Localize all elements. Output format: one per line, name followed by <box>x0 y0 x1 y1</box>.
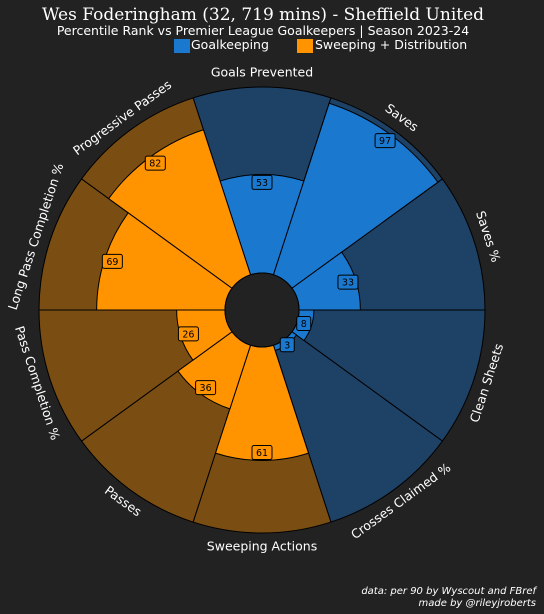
value-box-passes <box>195 380 217 396</box>
footer-credit: made by @rileyjroberts <box>419 598 536 609</box>
value-box-saves <box>374 133 396 149</box>
value-box-sweeping-actions <box>251 444 273 460</box>
chart-title: Wes Foderingham (32, 719 mins) - Sheffie… <box>42 5 484 25</box>
param-label-goals-prevented: Goals Prevented <box>211 65 313 80</box>
value-box-long-pass-completion-pct <box>101 253 123 269</box>
slice-values <box>96 102 439 461</box>
legend-swatch-distribution <box>297 39 313 53</box>
legend-swatch-goalkeeping <box>174 39 190 53</box>
value-label-goals-prevented: 53 <box>256 178 268 189</box>
chart-subtitle: Percentile Rank vs Premier League Goalke… <box>57 23 469 38</box>
value-label-progressive-passes: 82 <box>149 159 161 170</box>
value-label-clean-sheets: 8 <box>301 319 307 330</box>
value-label-long-pass-completion-pct: 69 <box>106 257 118 268</box>
value-box-pass-completion-pct <box>177 326 199 342</box>
footer-data-source: data: per 90 by Wyscout and FBref <box>361 586 537 597</box>
legend: Goalkeeping Sweeping + Distribution <box>174 37 467 53</box>
value-label-saves-pct: 33 <box>342 278 354 289</box>
value-label-crosses-claimed-pct: 3 <box>284 340 290 351</box>
value-box-goals-prevented <box>251 174 273 190</box>
value-label-saves: 97 <box>379 136 391 147</box>
legend-label-goalkeeping: Goalkeeping <box>191 37 269 52</box>
value-box-crosses-claimed-pct <box>279 337 295 353</box>
value-box-saves-pct <box>337 274 359 290</box>
legend-label-distribution: Sweeping + Distribution <box>315 37 467 52</box>
value-label-pass-completion-pct: 26 <box>182 329 194 340</box>
value-label-sweeping-actions: 61 <box>256 448 268 459</box>
center-circle <box>224 272 300 348</box>
value-box-progressive-passes <box>144 155 166 171</box>
value-box-clean-sheets <box>296 316 312 332</box>
param-label-sweeping-actions: Sweeping Actions <box>207 539 317 554</box>
value-labels: 53 97 33 83 61 36 26 69 82 <box>101 133 396 460</box>
value-label-passes: 36 <box>200 383 212 394</box>
